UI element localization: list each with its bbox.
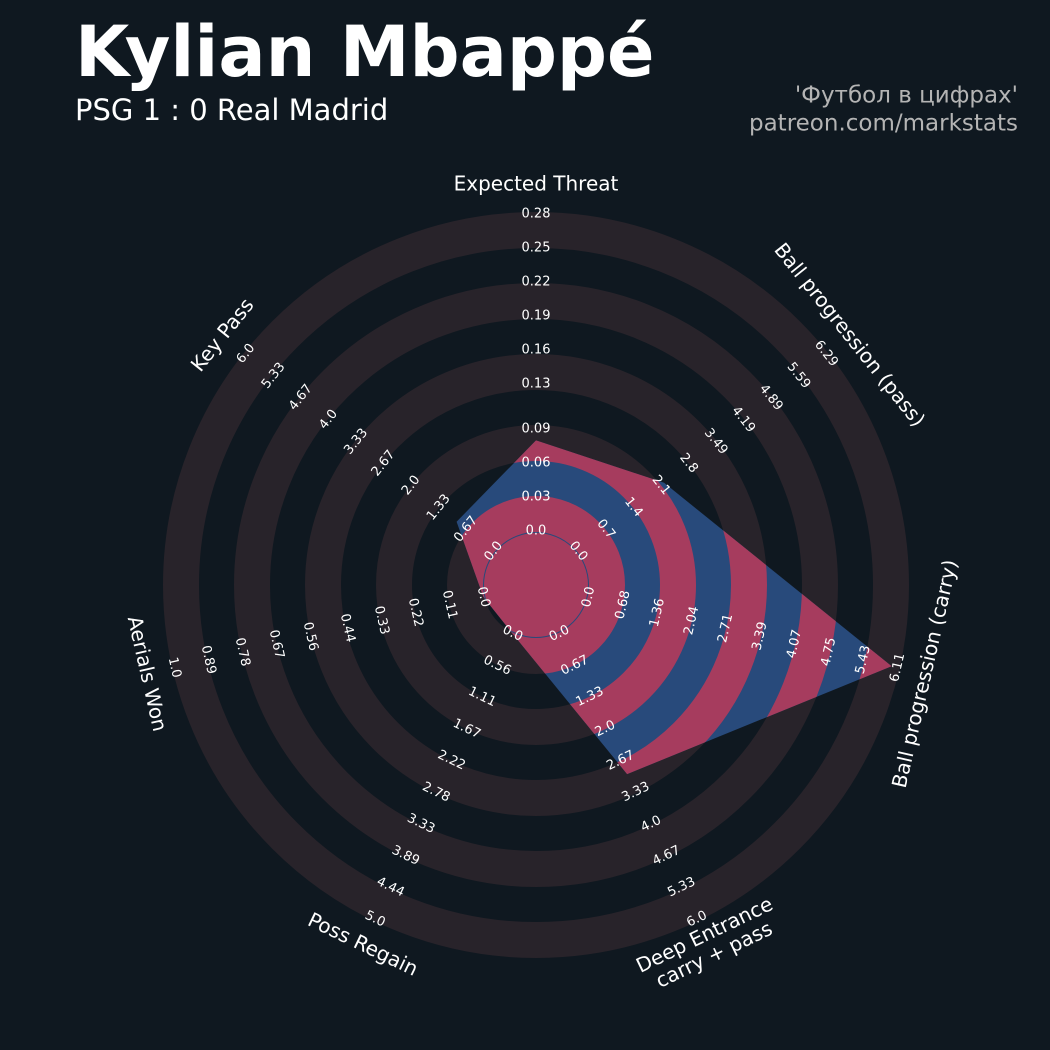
tick-label: 5.43: [853, 644, 874, 676]
tick-label: 4.75: [818, 636, 839, 668]
tick-label: 6.11: [887, 652, 908, 684]
tick-label: 0.67: [266, 628, 287, 660]
tick-label: 0.25: [522, 240, 551, 255]
tick-label: 0.44: [337, 612, 358, 644]
tick-label: 2.71: [715, 613, 736, 645]
tick-label: 1.0: [165, 656, 184, 680]
param-label: Expected Threat: [454, 172, 619, 196]
tick-label: 2.04: [681, 605, 702, 637]
radar-ring: [456, 440, 767, 775]
tick-label: 0.16: [522, 342, 551, 357]
tick-label: 0.28: [522, 207, 551, 222]
tick-label: 4.07: [784, 628, 805, 660]
tick-label: 1.36: [647, 597, 668, 629]
tick-label: 3.39: [750, 620, 771, 652]
credit: 'Футбол в цифрах': [795, 83, 1018, 109]
tick-label: 0.03: [522, 490, 551, 505]
tick-label: 0.0: [579, 585, 598, 609]
tick-label: 0.19: [522, 308, 551, 323]
tick-label: 0.11: [439, 589, 460, 621]
tick-label: 0.33: [371, 605, 392, 637]
chart-title: Kylian Mbappé: [75, 11, 655, 93]
tick-label: 0.0: [526, 524, 547, 539]
tick-label: 0.89: [198, 644, 219, 676]
tick-label: 0.06: [522, 456, 551, 471]
tick-label: 0.13: [522, 376, 551, 391]
radar-center: [484, 533, 588, 637]
credit: patreon.com/markstats: [749, 111, 1018, 137]
tick-label: 0.56: [300, 621, 321, 653]
tick-label: 0.22: [405, 597, 426, 629]
tick-label: 0.0: [474, 585, 493, 609]
tick-label: 0.78: [232, 636, 253, 668]
chart-subtitle: PSG 1 : 0 Real Madrid: [75, 93, 388, 127]
tick-label: 0.22: [522, 274, 551, 289]
tick-label: 0.68: [613, 589, 634, 621]
tick-label: 0.09: [522, 422, 551, 437]
